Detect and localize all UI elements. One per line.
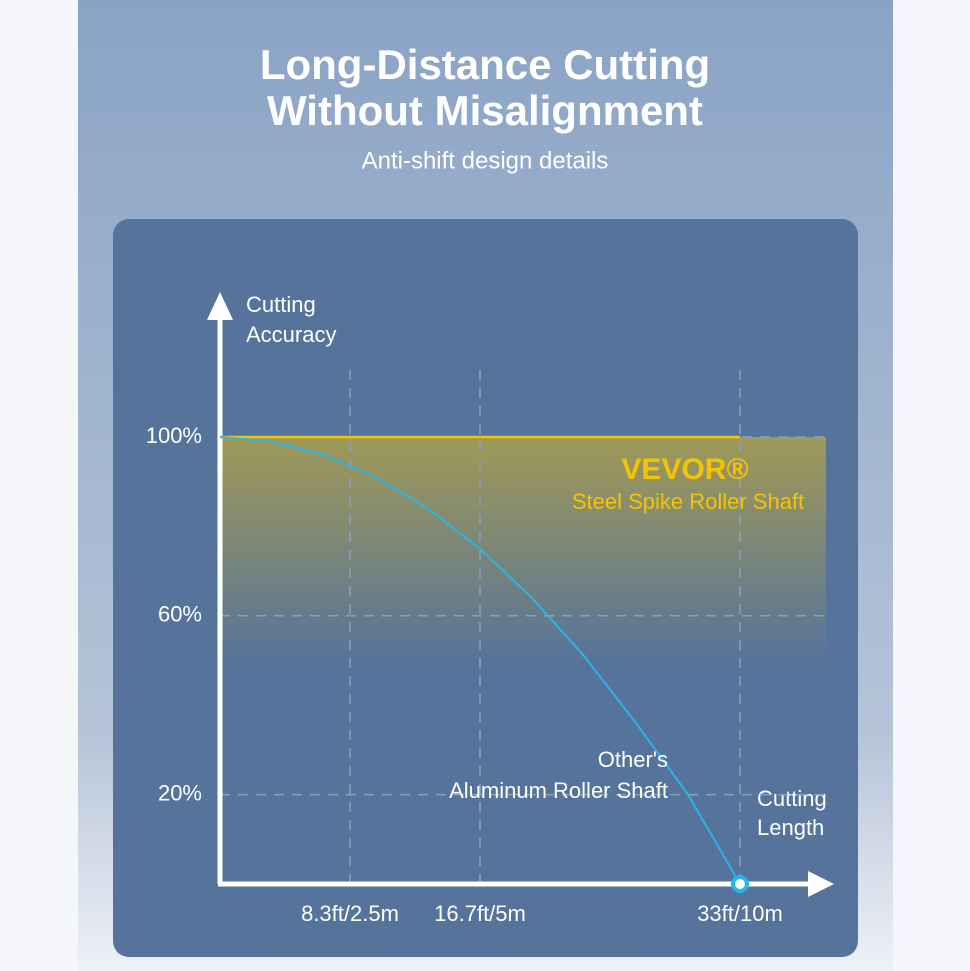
series-line — [219, 436, 741, 885]
series-label: Other's — [598, 747, 668, 772]
series-label: Aluminum Roller Shaft — [449, 778, 668, 803]
y-tick-label: 100% — [146, 423, 202, 448]
chart-title: Long-Distance Cutting — [260, 41, 710, 88]
y-axis-label: Cutting — [246, 292, 316, 317]
x-axis-arrow — [808, 871, 834, 897]
x-tick-label: 16.7ft/5m — [434, 901, 526, 926]
chart-title: Without Misalignment — [267, 87, 703, 134]
x-tick-label: 8.3ft/2.5m — [301, 901, 399, 926]
x-axis-label: Cutting — [757, 786, 827, 811]
chart-subtitle: Anti-shift design details — [362, 147, 609, 174]
y-tick-label: 20% — [158, 780, 202, 805]
x-axis-label: Length — [757, 815, 824, 840]
x-tick-label: 33ft/10m — [697, 901, 783, 926]
y-axis-arrow — [207, 292, 233, 320]
end-marker — [731, 875, 749, 893]
series-label: Steel Spike Roller Shaft — [572, 489, 804, 514]
y-axis-label: Accuracy — [246, 322, 336, 347]
y-tick-label: 60% — [158, 602, 202, 627]
series-label: VEVOR® — [621, 453, 748, 486]
highlight-band — [220, 437, 826, 663]
